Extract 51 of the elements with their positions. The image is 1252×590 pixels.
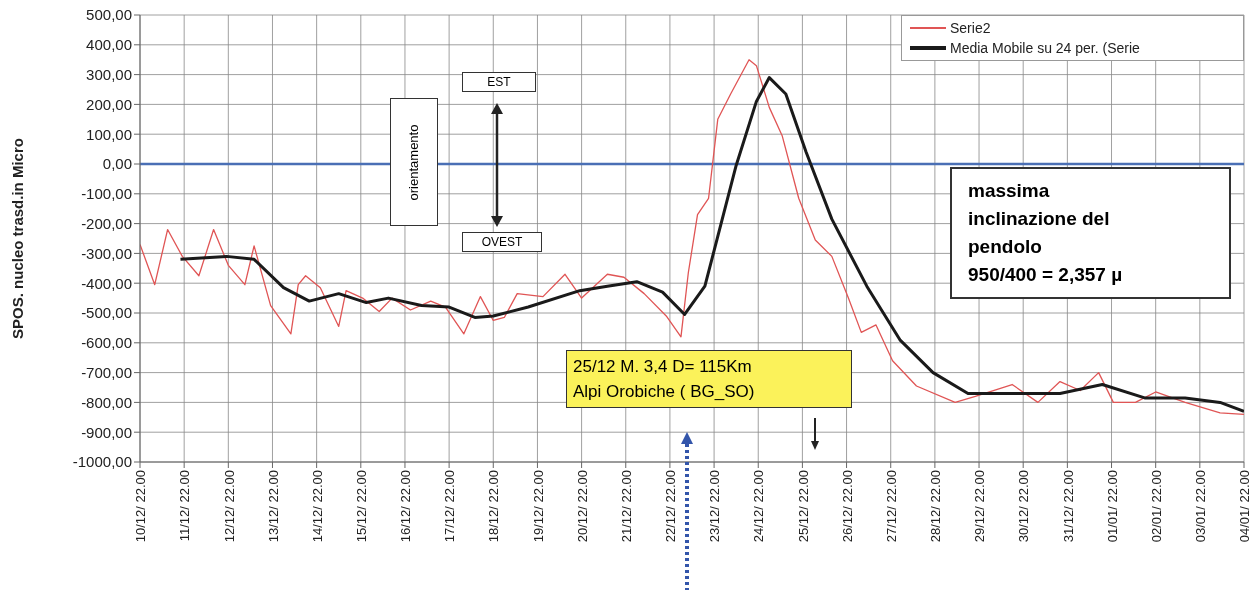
x-tick-label: 23/12/ 22.00: [707, 470, 723, 543]
y-tick-label: -100,00: [81, 185, 132, 203]
y-tick-label: 200,00: [86, 95, 132, 113]
x-tick-label: 03/01/ 22.00: [1193, 470, 1209, 543]
label-box: OVEST: [462, 232, 542, 252]
y-tick-label: -300,00: [81, 244, 132, 262]
x-tick-label: 20/12/ 22.00: [574, 470, 590, 543]
y-tick-label: 0,00: [102, 155, 132, 173]
y-tick-label: 500,00: [86, 6, 132, 24]
y-axis-title: SPOS. nucleo trasd.in Micro: [9, 138, 27, 339]
x-tick-label: 15/12/ 22.00: [354, 470, 370, 543]
x-tick-label: 01/01/ 22.00: [1104, 470, 1120, 543]
y-tick-label: -200,00: [81, 214, 132, 232]
legend-label: Serie2: [950, 20, 991, 36]
x-tick-label: 16/12/ 22.00: [398, 470, 414, 543]
x-tick-label: 13/12/ 22.00: [265, 470, 281, 543]
x-tick-label: 11/12/ 22.00: [177, 470, 193, 542]
x-tick-label: 31/12/ 22.00: [1060, 470, 1076, 543]
note-box: 25/12 M. 3,4 D= 115Km Alpi Orobiche ( BG_SO): [566, 350, 852, 408]
y-tick-label: 100,00: [86, 125, 132, 143]
y-tick-label: 300,00: [86, 65, 132, 83]
y-tick-label: -600,00: [81, 334, 132, 352]
x-tick-label: 28/12/ 22.00: [928, 470, 944, 543]
y-tick-label: -400,00: [81, 274, 132, 292]
x-tick-label: 24/12/ 22.00: [751, 470, 767, 543]
x-tick-label: 14/12/ 22.00: [309, 470, 325, 543]
x-tick-label: 19/12/ 22.00: [530, 470, 546, 543]
y-tick-label: -1000,00: [72, 453, 132, 471]
x-tick-label: 02/01/ 22.00: [1148, 470, 1164, 543]
x-tick-label: 22/12/ 22.00: [663, 470, 679, 543]
x-tick-label: 17/12/ 22.00: [442, 470, 458, 543]
y-tick-label: 400,00: [86, 36, 132, 54]
y-tick-label: -900,00: [81, 423, 132, 441]
annotation: orientamento: [406, 124, 422, 200]
label-box: orientamento: [390, 98, 438, 226]
text-box: massima inclinazione del pendolo 950/400 = 2,357 µ: [950, 167, 1231, 299]
x-tick-label: 27/12/ 22.00: [883, 470, 899, 543]
x-tick-label: 25/12/ 22.00: [795, 470, 811, 543]
x-tick-label: 18/12/ 22.00: [486, 470, 502, 543]
legend-label: Media Mobile su 24 per. (Serie: [950, 40, 1140, 56]
y-tick-label: -800,00: [81, 393, 132, 411]
x-tick-label: 10/12/ 22.00: [133, 470, 149, 543]
y-tick-label: -500,00: [81, 304, 132, 322]
x-tick-label: 26/12/ 22.00: [839, 470, 855, 543]
x-tick-label: 21/12/ 22.00: [618, 470, 634, 543]
x-tick-label: 04/01/ 22.00: [1237, 470, 1252, 543]
x-tick-label: 30/12/ 22.00: [1016, 470, 1032, 543]
x-tick-label: 12/12/ 22.00: [221, 470, 237, 543]
x-tick-label: 29/12/ 22.00: [972, 470, 988, 543]
y-tick-label: -700,00: [81, 363, 132, 381]
label-box: EST: [462, 72, 536, 92]
